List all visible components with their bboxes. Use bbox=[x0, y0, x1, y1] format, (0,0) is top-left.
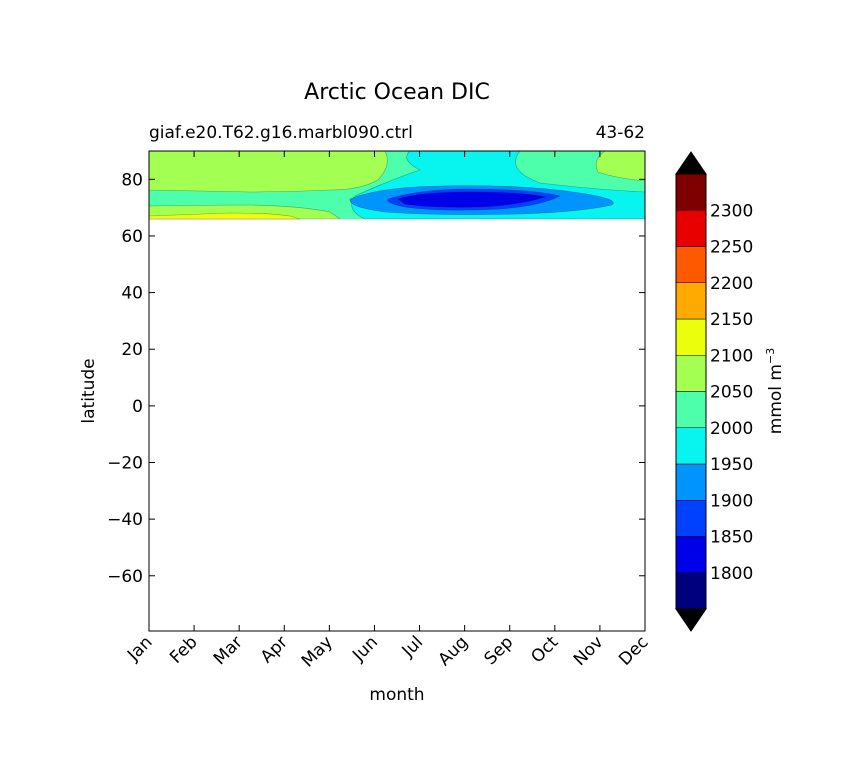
y-tick-label: −40 bbox=[107, 510, 143, 530]
chart-title: Arctic Ocean DIC bbox=[304, 80, 490, 105]
x-axis-label: month bbox=[369, 685, 424, 705]
colorbar-tick-label: 2100 bbox=[710, 346, 753, 366]
colorbar-extend-low bbox=[675, 608, 707, 632]
colorbar-tick-label: 2150 bbox=[710, 310, 753, 330]
y-axis-label: latitude bbox=[79, 358, 99, 423]
colorbar-segment bbox=[675, 355, 707, 392]
x-tick-label: Jul bbox=[398, 632, 427, 661]
contour-band-2050-2100-west bbox=[149, 151, 388, 193]
colorbar-extend-high bbox=[675, 151, 707, 175]
colorbar-tick-label: 1950 bbox=[710, 455, 753, 475]
y-tick-label: −20 bbox=[107, 454, 143, 474]
x-tick-label: Nov bbox=[570, 632, 608, 670]
colorbar-tick-label: 2200 bbox=[710, 274, 753, 294]
colorbar-segment bbox=[675, 427, 707, 465]
colorbar-outline bbox=[675, 173, 707, 610]
colorbar-tick-label: 1900 bbox=[710, 491, 753, 511]
x-tick-label: Oct bbox=[527, 632, 562, 667]
colorbar-segment bbox=[675, 391, 707, 428]
y-axis: −60 −40 −20 0 20 40 60 80 bbox=[107, 170, 645, 587]
colorbar-segment bbox=[675, 536, 707, 573]
colorbar-label-text: mmol m bbox=[766, 364, 786, 434]
contour-band-2100-2150 bbox=[149, 212, 301, 220]
colorbar-segment bbox=[675, 463, 707, 501]
colorbar: 1800 1850 1900 1950 2000 2050 2100 2150 2200 2250… bbox=[675, 151, 753, 632]
colorbar-tick-label: 2000 bbox=[710, 419, 753, 439]
y-tick-label: −60 bbox=[107, 567, 143, 587]
x-tick-label: May bbox=[298, 632, 337, 671]
chart-subtitle-left: giaf.e20.T62.g16.marbl090.ctrl bbox=[149, 123, 413, 143]
plot-frame bbox=[148, 150, 646, 632]
colorbar-tick-label: 2300 bbox=[710, 201, 753, 221]
y-tick-label: 0 bbox=[132, 397, 143, 417]
colorbar-label-exponent: −3 bbox=[764, 348, 777, 364]
y-tick-label: 80 bbox=[121, 170, 143, 190]
colorbar-segment bbox=[675, 282, 707, 320]
chart-subtitle-right: 43-62 bbox=[596, 123, 645, 143]
colorbar-tick-label: 2250 bbox=[710, 238, 753, 258]
y-tick-label: 60 bbox=[121, 227, 143, 247]
colorbar-segment bbox=[675, 246, 707, 283]
x-axis: Jan Feb Mar Apr May Jun Jul Aug Sep Oct Nov Dec bbox=[123, 151, 653, 671]
colorbar-segment bbox=[675, 173, 707, 211]
colorbar-segment bbox=[675, 500, 707, 537]
colorbar-label: mmol m−3 bbox=[764, 348, 786, 434]
colorbar-tick-label: 1850 bbox=[710, 528, 753, 548]
x-tick-label: Aug bbox=[435, 632, 473, 670]
contour-field bbox=[149, 151, 645, 220]
contour-band-2050-2100-east bbox=[595, 151, 645, 182]
colorbar-segment bbox=[675, 210, 707, 247]
x-tick-label: Apr bbox=[257, 632, 292, 667]
colorbar-tick-label: 1800 bbox=[710, 564, 753, 584]
y-tick-label: 20 bbox=[121, 340, 143, 360]
colorbar-tick-label: 2050 bbox=[710, 383, 753, 403]
y-tick-label: 40 bbox=[121, 284, 143, 304]
x-tick-label: Jan bbox=[123, 632, 156, 665]
x-tick-label: Feb bbox=[166, 632, 201, 667]
colorbar-segment bbox=[675, 572, 707, 610]
x-tick-label: Dec bbox=[615, 632, 652, 669]
x-tick-label: Sep bbox=[480, 632, 517, 669]
x-tick-label: Jun bbox=[348, 632, 382, 666]
x-tick-label: Mar bbox=[210, 632, 247, 669]
contour-band-1800-1850 bbox=[397, 191, 547, 208]
colorbar-segment bbox=[675, 318, 707, 356]
